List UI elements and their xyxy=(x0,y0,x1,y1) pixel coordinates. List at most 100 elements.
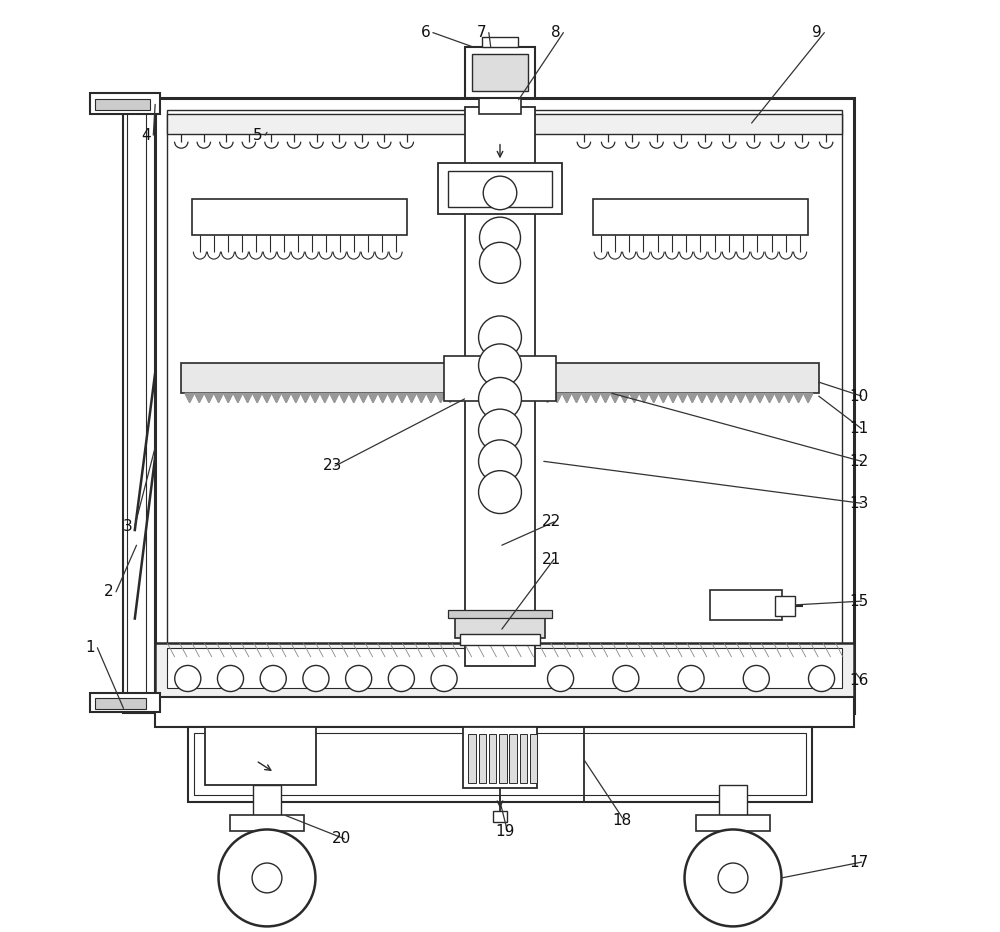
Bar xyxy=(448,171,552,207)
Polygon shape xyxy=(224,393,233,403)
Polygon shape xyxy=(775,393,784,403)
Circle shape xyxy=(718,863,748,893)
Text: 7: 7 xyxy=(477,25,486,40)
Bar xyxy=(482,37,518,47)
Polygon shape xyxy=(397,393,407,403)
Circle shape xyxy=(175,665,201,692)
Polygon shape xyxy=(678,393,687,403)
Circle shape xyxy=(685,829,781,926)
Bar xyxy=(95,698,146,709)
Polygon shape xyxy=(591,393,600,403)
Circle shape xyxy=(479,344,521,387)
Circle shape xyxy=(479,242,521,283)
Polygon shape xyxy=(630,393,639,403)
Polygon shape xyxy=(446,393,455,403)
Text: 4: 4 xyxy=(141,128,151,143)
Bar xyxy=(95,99,150,110)
Circle shape xyxy=(613,665,639,692)
Text: 13: 13 xyxy=(850,496,869,511)
Bar xyxy=(463,727,537,788)
Polygon shape xyxy=(407,393,416,403)
Bar xyxy=(167,114,842,134)
Circle shape xyxy=(303,665,329,692)
Bar xyxy=(696,815,770,831)
Bar xyxy=(205,727,316,785)
Bar xyxy=(181,363,461,393)
Text: 9: 9 xyxy=(812,25,822,40)
Circle shape xyxy=(548,665,574,692)
Bar xyxy=(509,734,517,783)
Polygon shape xyxy=(688,393,697,403)
Bar xyxy=(775,596,795,616)
Polygon shape xyxy=(668,393,678,403)
Polygon shape xyxy=(784,393,794,403)
Circle shape xyxy=(388,665,414,692)
Bar xyxy=(499,734,507,783)
Polygon shape xyxy=(436,393,445,403)
Polygon shape xyxy=(581,393,591,403)
Text: 5: 5 xyxy=(253,128,263,143)
Text: 10: 10 xyxy=(850,389,869,404)
Polygon shape xyxy=(339,393,349,403)
Bar xyxy=(530,734,537,783)
Bar xyxy=(520,734,527,783)
Polygon shape xyxy=(755,393,765,403)
Bar xyxy=(479,734,486,783)
Polygon shape xyxy=(359,393,368,403)
Circle shape xyxy=(479,471,521,514)
Circle shape xyxy=(431,665,457,692)
Text: 20: 20 xyxy=(332,831,351,846)
Bar xyxy=(479,98,521,114)
Bar xyxy=(155,697,854,727)
Polygon shape xyxy=(562,393,571,403)
Polygon shape xyxy=(310,393,320,403)
Text: 6: 6 xyxy=(421,25,431,40)
Text: 8: 8 xyxy=(551,25,561,40)
Polygon shape xyxy=(368,393,378,403)
Text: 15: 15 xyxy=(850,594,869,609)
Bar xyxy=(468,734,476,783)
Polygon shape xyxy=(426,393,436,403)
Circle shape xyxy=(479,217,521,258)
Polygon shape xyxy=(330,393,339,403)
Bar xyxy=(90,693,160,712)
Polygon shape xyxy=(707,393,716,403)
Bar xyxy=(444,356,556,401)
Bar xyxy=(465,47,535,98)
Polygon shape xyxy=(553,393,562,403)
Text: 17: 17 xyxy=(850,855,869,870)
Circle shape xyxy=(346,665,372,692)
Bar xyxy=(455,615,545,638)
Polygon shape xyxy=(272,393,281,403)
Polygon shape xyxy=(803,393,813,403)
Polygon shape xyxy=(417,393,426,403)
Polygon shape xyxy=(388,393,397,403)
Polygon shape xyxy=(378,393,387,403)
Polygon shape xyxy=(794,393,803,403)
Circle shape xyxy=(678,665,704,692)
Polygon shape xyxy=(717,393,726,403)
Circle shape xyxy=(219,829,315,926)
Polygon shape xyxy=(697,393,707,403)
Bar xyxy=(472,54,528,91)
Polygon shape xyxy=(746,393,755,403)
Bar xyxy=(167,110,842,701)
Bar xyxy=(194,733,806,795)
Bar xyxy=(465,107,535,666)
Polygon shape xyxy=(736,393,745,403)
Text: 12: 12 xyxy=(850,454,869,469)
Bar xyxy=(448,610,552,618)
Bar xyxy=(593,199,808,235)
Bar xyxy=(460,634,540,645)
Bar xyxy=(493,811,507,822)
Bar xyxy=(188,727,812,802)
Text: 18: 18 xyxy=(612,813,631,828)
Circle shape xyxy=(483,176,517,210)
Circle shape xyxy=(808,665,835,692)
Circle shape xyxy=(479,377,521,420)
Bar xyxy=(155,98,854,713)
Polygon shape xyxy=(185,393,194,403)
Circle shape xyxy=(479,316,521,359)
Circle shape xyxy=(479,409,521,452)
Polygon shape xyxy=(243,393,252,403)
